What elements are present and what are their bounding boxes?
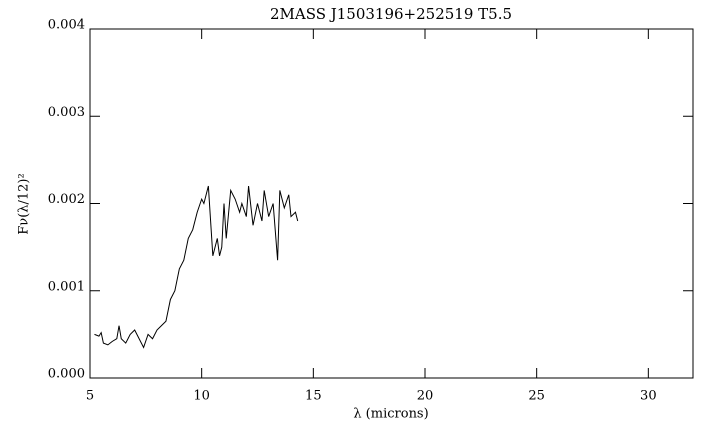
- spectrum-line: [94, 185, 299, 349]
- x-tick-label: 25: [528, 389, 545, 404]
- y-axis-label: Fν(λ/12)²: [17, 173, 32, 234]
- y-tick-label: 0.001: [48, 279, 85, 294]
- plot-frame: [89, 28, 694, 379]
- y-tick-label: 0.000: [48, 367, 85, 382]
- y-tick-label: 0.002: [48, 192, 85, 207]
- x-tick-label: 20: [417, 389, 434, 404]
- x-tick-label: 30: [640, 389, 657, 404]
- x-axis-label: λ (microns): [353, 407, 428, 422]
- chart-title: 2MASS J1503196+252519 T5.5: [270, 5, 512, 23]
- x-tick-label: 10: [193, 389, 210, 404]
- y-tick-label: 0.003: [48, 105, 85, 120]
- y-tick-label: 0.004: [48, 18, 85, 33]
- x-tick-label: 15: [305, 389, 322, 404]
- x-tick-label: 5: [86, 389, 94, 404]
